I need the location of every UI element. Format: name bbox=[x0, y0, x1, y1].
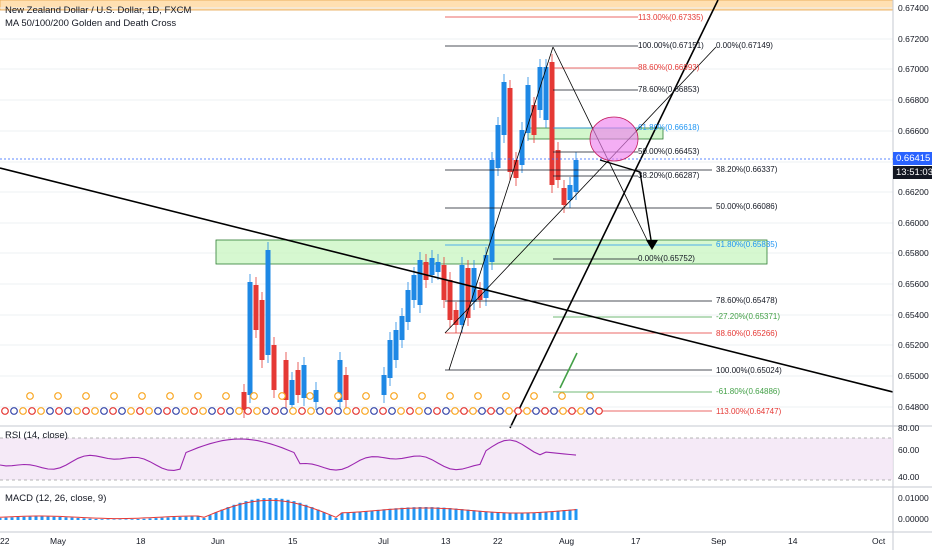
fib-label: 78.60%(0.66853) bbox=[638, 85, 700, 94]
price-tick: 0.65600 bbox=[898, 279, 929, 289]
channel-line-2 bbox=[448, 46, 554, 371]
time-tick: 18 bbox=[136, 536, 146, 546]
fib-label: 100.00%(0.67151) bbox=[638, 41, 704, 50]
time-tick: Jul bbox=[378, 536, 389, 546]
price-tick: 0.66600 bbox=[898, 126, 929, 136]
rsi-line bbox=[0, 438, 577, 471]
target-circle bbox=[589, 116, 639, 162]
macd-signal-line bbox=[0, 499, 577, 520]
countdown-badge: 13:51:03 bbox=[893, 166, 932, 179]
symbol-title[interactable]: New Zealand Dollar / U.S. Dollar, 1D, FX… bbox=[5, 5, 192, 16]
time-tick: 17 bbox=[631, 536, 641, 546]
fib-label: 78.60%(0.65478) bbox=[716, 296, 778, 305]
fib-label: 61.80%(0.66618) bbox=[638, 123, 700, 132]
time-tick: 22 bbox=[493, 536, 503, 546]
time-tick: 13 bbox=[441, 536, 451, 546]
rsi-band bbox=[0, 438, 893, 480]
price-tick: 0.65400 bbox=[898, 310, 929, 320]
descending-trendline bbox=[0, 167, 894, 393]
price-tick: 0.65800 bbox=[898, 248, 929, 258]
fib-label: 113.00%(0.67335) bbox=[638, 13, 704, 22]
price-tick: 0.66000 bbox=[898, 218, 929, 228]
economic-events-row bbox=[1, 392, 603, 415]
ascending-trendline bbox=[509, 0, 719, 429]
time-tick: 15 bbox=[288, 536, 298, 546]
time-tick: Oct bbox=[872, 536, 886, 546]
fib-label: 113.00%(0.64747) bbox=[716, 407, 782, 416]
fib-label: 61.80%(0.65835) bbox=[716, 240, 778, 249]
price-tick: 0.67000 bbox=[898, 64, 929, 74]
price-tick: 0.67400 bbox=[898, 3, 929, 13]
channel-line-1 bbox=[444, 46, 717, 334]
indicator-label[interactable]: MA 50/100/200 Golden and Death Cross bbox=[5, 18, 177, 29]
rsi-tick: 80.00 bbox=[898, 423, 920, 433]
fib-label: 100.00%(0.65024) bbox=[716, 366, 782, 375]
rsi-tick: 40.00 bbox=[898, 472, 920, 482]
fib-label: 88.60%(0.66993) bbox=[638, 63, 700, 72]
forecast-arrow bbox=[599, 159, 653, 247]
fib-label: 38.20%(0.66287) bbox=[638, 171, 700, 180]
trend-lines bbox=[0, 0, 894, 429]
grid bbox=[0, 7, 893, 408]
time-tick: 22 bbox=[0, 536, 10, 546]
price-tick: 0.67200 bbox=[898, 34, 929, 44]
price-tick: 0.64800 bbox=[898, 402, 929, 412]
macd-tick: 0.01000 bbox=[898, 493, 929, 503]
macd-histogram bbox=[0, 498, 578, 520]
time-tick: Aug bbox=[559, 536, 575, 546]
time-tick: Jun bbox=[211, 536, 225, 546]
price-tick: 0.65000 bbox=[898, 371, 929, 381]
time-tick: Sep bbox=[711, 536, 727, 546]
time-tick: May bbox=[50, 536, 67, 546]
fib-label: 38.20%(0.66337) bbox=[716, 165, 778, 174]
fib-label: 50.00%(0.66086) bbox=[716, 202, 778, 211]
green-projection bbox=[559, 352, 578, 389]
fib-label: 88.60%(0.65266) bbox=[716, 329, 778, 338]
rsi-label[interactable]: RSI (14, close) bbox=[5, 430, 68, 441]
fib-label: 0.00%(0.67149) bbox=[716, 41, 773, 50]
candlestick-series bbox=[241, 54, 579, 418]
macd-label[interactable]: MACD (12, 26, close, 9) bbox=[5, 493, 107, 504]
rsi-tick: 60.00 bbox=[898, 445, 920, 455]
price-tick: 0.65200 bbox=[898, 340, 929, 350]
time-tick: 14 bbox=[788, 536, 798, 546]
fib-label: -61.80%(0.64886) bbox=[716, 387, 781, 396]
fib-label: 50.00%(0.66453) bbox=[638, 147, 700, 156]
fibonacci-lines bbox=[445, 16, 712, 412]
fib-label: -27.20%(0.65371) bbox=[716, 312, 781, 321]
price-tick: 0.66800 bbox=[898, 95, 929, 105]
forecast-arrowhead bbox=[646, 240, 658, 250]
macd-tick: 0.00000 bbox=[898, 514, 929, 524]
price-tick: 0.66200 bbox=[898, 187, 929, 197]
fib-label: 0.00%(0.65752) bbox=[638, 254, 695, 263]
current-price-badge[interactable]: 0.66415 bbox=[893, 152, 932, 165]
